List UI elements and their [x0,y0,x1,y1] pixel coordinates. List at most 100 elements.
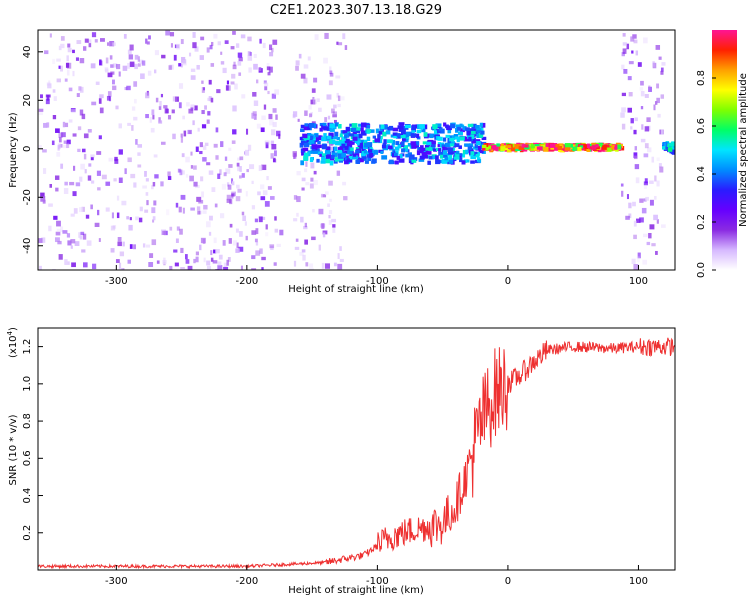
spectrogram-cell [645,196,649,201]
spectrogram-cell [302,147,309,152]
spectrogram-cell [265,224,268,230]
spectrogram-cell [493,146,497,151]
spectrogram-cell [566,143,571,148]
spectrogram-cell [447,129,452,134]
spectrogram-cell [354,153,360,157]
spectrogram-cell [469,128,475,133]
spectrogram-cell [116,64,121,70]
spectrogram-cell [272,157,276,163]
spectrogram-cell [312,209,315,213]
spectrogram-cell [635,177,640,184]
spectrogram-cell [40,196,46,202]
spectrogram-cell [254,218,258,223]
spectrogram-cell [175,202,179,208]
spectrogram-cell [400,141,405,147]
spectrogram-cell [70,239,76,244]
colorbar-gradient [712,30,737,270]
spectrogram-cell [643,153,649,158]
spectrogram-cell [316,158,320,163]
spectrogram-cell [198,199,204,204]
spectrogram-cell [219,169,222,175]
spectrogram-cell [599,147,605,152]
spectrogram-cell [327,115,331,120]
spectrogram-cell [238,246,244,252]
spectrogram-cell [470,155,476,160]
spectrogram-cell [426,141,432,146]
spectrogram-cell [529,147,535,151]
spectrogram-cell [55,128,60,133]
spectrogram-cell [442,146,446,151]
spectrogram-cell [394,146,400,151]
spectrogram-cell [459,136,465,141]
spectrogram-cell [312,136,316,141]
spectrogram-cell [435,155,439,160]
spectrogram-cell [640,106,644,110]
spectrogram-cell [463,136,470,142]
spectrogram-cell [430,147,436,151]
y-tick-label: 0.6 [22,450,33,466]
spectrogram-cell [96,170,101,176]
spectrogram-cell [237,188,242,193]
spectrogram-cell [352,125,358,129]
spectrogram-cell [660,224,666,228]
spectrogram-cell [251,180,254,185]
spectrogram-cell [266,62,270,68]
spectrogram-cell [635,50,639,56]
spectrogram-cell [58,45,62,51]
spectrogram-cell [450,123,456,129]
spectrogram-cell [90,154,95,158]
spectrogram-cell [223,266,229,270]
x-tick-label: 0 [505,576,511,587]
spectrogram-cell [256,79,259,84]
spectrogram-cell [278,133,281,139]
spectrogram-cell [404,124,411,129]
spectrogram-cell [144,170,147,177]
spectrogram-cell [459,157,463,163]
spectrogram-cell [327,135,332,139]
spectrogram-cell [112,225,117,229]
spectrogram-cell [656,180,660,187]
spectrogram-cell [82,233,87,240]
snr-y-multiplier-close: ) [8,327,19,331]
spectrogram-cell [333,160,338,164]
spectrogram-cell [210,97,214,103]
spectrogram-cell [190,68,196,72]
spectrogram-cell [337,103,341,108]
spectrogram-cell [87,175,92,181]
spectrogram-cell [152,216,156,221]
spectrogram-cell [134,63,138,70]
spectrogram-cell [238,57,243,62]
spectrogram-cell [416,150,421,156]
spectrogram-cell [229,223,233,228]
spectrogram-cell [48,225,52,232]
spectrogram-cell [441,144,446,148]
spectrogram-cell [500,146,506,151]
spectrogram-cell [467,123,474,127]
spectrogram-cell [180,247,184,253]
spectrogram-cell [39,265,42,270]
spectrogram-cell [479,126,484,132]
spectrogram-cell [303,225,308,230]
spectrogram-cell [422,141,428,145]
spectrogram-cell [245,191,248,197]
spectrogram-cell [65,62,70,68]
spectrogram-cell [341,136,346,141]
spectrogram-cell [178,83,184,89]
spectrogram-cell [475,139,481,143]
spectrogram-cell [322,144,328,149]
spectrogram-cell [345,126,350,132]
spectrogram-cell [195,256,199,263]
spectrogram-cell [314,138,319,143]
spectrogram-cell [231,73,236,79]
spectrogram-cell [264,140,270,145]
snr-panel: -300 -200 -100 0 100 0.2 0.4 0.6 0.8 1.0 1.2 Heig… [6,327,676,596]
spectrogram-cell [639,87,644,91]
spectrogram-cell [118,267,123,270]
spectrogram-cell [60,163,64,169]
spectrogram-cell [81,148,86,153]
spectrogram-cell [178,63,182,67]
spectrogram-cell [95,81,100,85]
spectrogram-cell [300,216,304,223]
spectrogram-cell [605,144,610,148]
spectrogram-cell [135,216,139,221]
